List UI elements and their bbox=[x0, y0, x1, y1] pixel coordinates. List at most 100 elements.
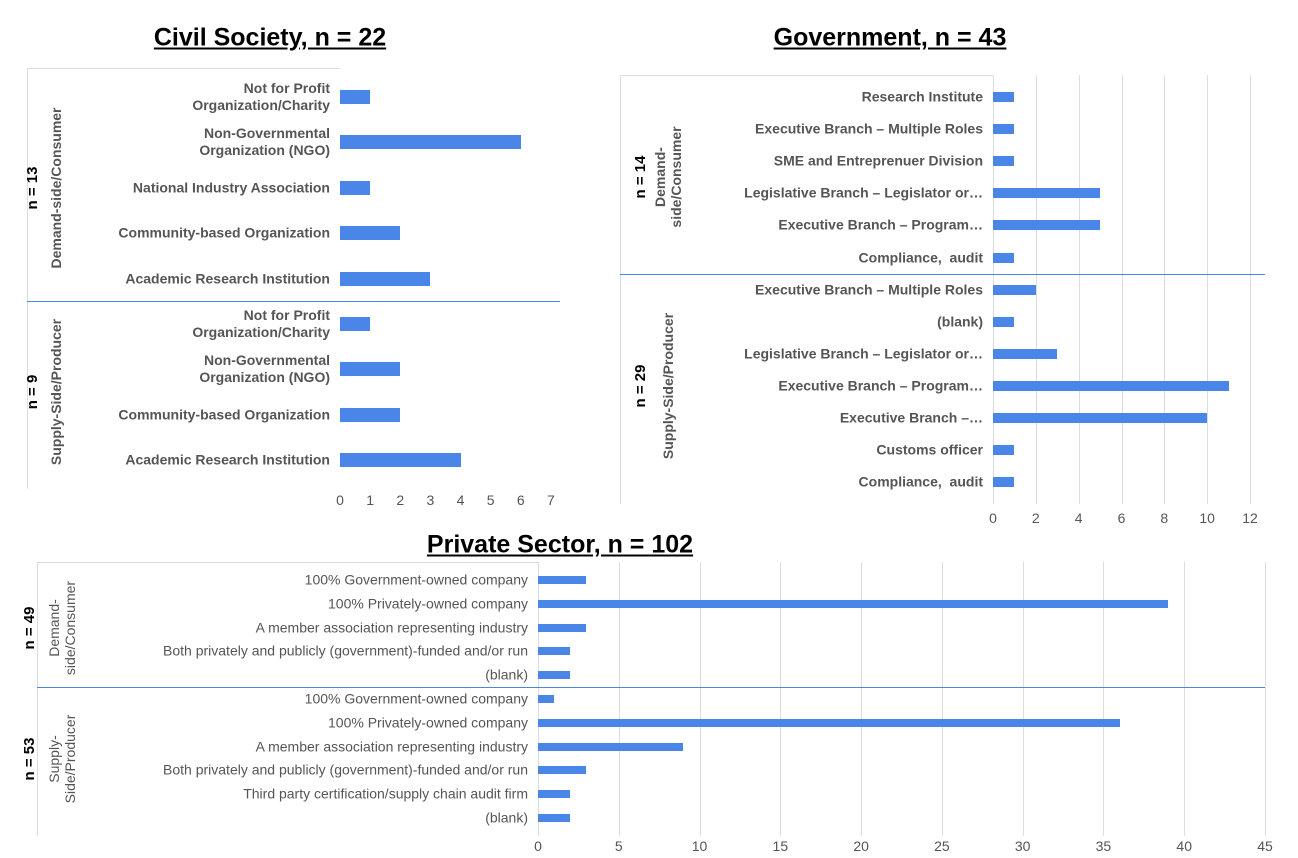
grid-line bbox=[1078, 74, 1080, 505]
bar bbox=[340, 180, 371, 195]
bar bbox=[340, 226, 401, 241]
bar bbox=[993, 220, 1101, 231]
category-label: Compliance, audit bbox=[858, 249, 983, 265]
category-label: 100% Government-owned company bbox=[304, 571, 528, 588]
category-label: (blank) bbox=[937, 313, 983, 330]
chart-title: Private Sector, n = 102 bbox=[426, 530, 694, 559]
grid-line bbox=[699, 562, 701, 836]
x-tick-label: 1 bbox=[366, 492, 375, 508]
group-divider bbox=[27, 301, 560, 303]
x-tick-label: 45 bbox=[1257, 838, 1273, 854]
bar bbox=[538, 766, 587, 775]
x-tick-label: 5 bbox=[614, 838, 623, 854]
bar bbox=[993, 92, 1015, 102]
bar bbox=[538, 718, 1120, 727]
grid-line bbox=[1022, 562, 1024, 836]
bar bbox=[993, 413, 1208, 423]
group-name: Supply-Side/Producer bbox=[48, 318, 64, 466]
category-label: Customs officer bbox=[876, 441, 983, 458]
category-label: Executive Branch – Program… bbox=[778, 216, 983, 233]
category-label: Non-Governmental Organization (NGO) bbox=[199, 125, 330, 159]
grid-line bbox=[861, 562, 863, 836]
group-name: Demand- side/Consumer bbox=[46, 580, 78, 675]
bar bbox=[340, 362, 401, 377]
category-label: Legislative Branch – Legislator or… bbox=[744, 345, 983, 362]
category-label: (blank) bbox=[485, 809, 528, 826]
x-tick-label: 4 bbox=[1074, 510, 1083, 526]
x-tick-label: 2 bbox=[396, 492, 405, 508]
group-count: n = 9 bbox=[24, 374, 41, 410]
category-label: Both privately and publicly (government)… bbox=[163, 642, 528, 659]
grid-line bbox=[941, 562, 943, 836]
grid-line bbox=[1035, 74, 1037, 505]
bar bbox=[340, 135, 521, 150]
bar bbox=[993, 445, 1015, 456]
grid-line bbox=[1250, 74, 1251, 505]
grid-line bbox=[1207, 74, 1209, 505]
bar bbox=[993, 188, 1101, 199]
group-divider bbox=[620, 273, 1265, 275]
grid-line bbox=[1164, 74, 1166, 505]
bar bbox=[993, 284, 1036, 295]
bar bbox=[993, 156, 1015, 167]
x-tick-label: 20 bbox=[853, 838, 869, 854]
category-label: 100% Government-owned company bbox=[304, 690, 528, 707]
x-tick-label: 2 bbox=[1031, 510, 1040, 526]
bar bbox=[538, 599, 1169, 608]
x-tick-label: 6 bbox=[1117, 510, 1126, 526]
bar bbox=[993, 124, 1015, 135]
grid-line bbox=[618, 562, 620, 836]
bar bbox=[538, 790, 571, 799]
category-label: Executive Branch – Program… bbox=[778, 377, 983, 394]
group-count: n = 53 bbox=[21, 737, 38, 780]
bar bbox=[538, 576, 587, 584]
grid-line bbox=[1103, 562, 1105, 836]
bar bbox=[538, 623, 587, 632]
group-count: n = 14 bbox=[632, 155, 649, 199]
category-label: A member association representing indust… bbox=[255, 738, 528, 755]
category-label: Community-based Organization bbox=[118, 224, 330, 241]
bar bbox=[340, 271, 431, 286]
category-label: Not for Profit Organization/Charity bbox=[192, 80, 330, 113]
chart-title: Civil Society, n = 22 bbox=[153, 23, 387, 52]
category-label: (blank) bbox=[485, 666, 528, 683]
group-count: n = 49 bbox=[21, 606, 38, 650]
x-tick-label: 15 bbox=[772, 838, 789, 854]
bar bbox=[993, 252, 1015, 263]
category-label: Third party certification/supply chain a… bbox=[243, 785, 528, 802]
frame bbox=[27, 68, 340, 489]
x-tick-label: 0 bbox=[989, 510, 997, 526]
grid-line bbox=[1121, 74, 1123, 505]
category-label: Community-based Organization bbox=[118, 406, 330, 423]
grid-line bbox=[780, 562, 782, 836]
category-label: SME and Entreprenuer Division bbox=[773, 152, 983, 169]
group-count: n = 29 bbox=[632, 364, 649, 408]
category-label: Compliance, audit bbox=[858, 473, 983, 490]
category-label: A member association representing indust… bbox=[255, 619, 528, 636]
x-tick-label: 5 bbox=[486, 492, 495, 508]
group-name: Demand-side/Consumer bbox=[48, 107, 64, 269]
bar bbox=[538, 742, 684, 751]
bar bbox=[993, 380, 1229, 391]
group-name: Supply- Side/Producer bbox=[46, 714, 78, 803]
category-label: Executive Branch –… bbox=[839, 409, 983, 426]
x-tick-label: 0 bbox=[336, 492, 344, 508]
category-label: Legislative Branch – Legislator or… bbox=[744, 184, 983, 201]
x-tick-label: 35 bbox=[1095, 838, 1112, 854]
category-label: Both privately and publicly (government)… bbox=[163, 761, 528, 778]
group-divider bbox=[37, 687, 1265, 689]
category-label: 100% Privately-owned company bbox=[328, 714, 528, 731]
group-name: Supply-Side/Producer bbox=[660, 312, 676, 460]
frame bbox=[620, 74, 993, 505]
group-name: Demand- side/Consumer bbox=[652, 126, 684, 228]
bar bbox=[538, 647, 571, 656]
category-label: Academic Research Institution bbox=[125, 451, 330, 468]
x-tick-label: 25 bbox=[934, 838, 950, 854]
x-tick-label: 30 bbox=[1014, 838, 1031, 854]
bar bbox=[340, 90, 371, 104]
category-label: Research Institute bbox=[861, 88, 983, 105]
category-label: Non-Governmental Organization (NGO) bbox=[199, 352, 330, 386]
x-tick-label: 40 bbox=[1176, 838, 1193, 854]
grid-line bbox=[1265, 562, 1266, 836]
